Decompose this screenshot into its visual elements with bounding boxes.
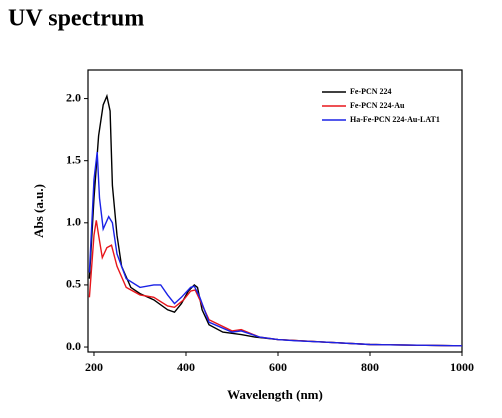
y-tick-label: 0.5 bbox=[66, 277, 81, 291]
page-title: UV spectrum bbox=[8, 6, 144, 32]
x-tick-label: 200 bbox=[85, 360, 103, 374]
y-tick-label: 2.0 bbox=[66, 90, 81, 104]
legend-label: Fe-PCN 224 bbox=[350, 87, 392, 96]
x-axis-label: Wavelength (nm) bbox=[227, 387, 323, 402]
x-tick-label: 1000 bbox=[450, 360, 474, 374]
x-tick-label: 400 bbox=[177, 360, 195, 374]
y-tick-label: 0.0 bbox=[66, 339, 81, 353]
legend-label: Fe-PCN 224-Au bbox=[350, 101, 405, 110]
series-line bbox=[88, 151, 463, 347]
y-tick-label: 1.0 bbox=[66, 215, 81, 229]
x-tick-label: 800 bbox=[361, 360, 379, 374]
series-line bbox=[88, 93, 463, 347]
legend-label: Ha-Fe-PCN 224-Au-LAT1 bbox=[350, 115, 440, 124]
y-axis-label: Abs (a.u.) bbox=[31, 184, 46, 238]
x-tick-label: 600 bbox=[269, 360, 287, 374]
y-tick-label: 1.5 bbox=[66, 152, 81, 166]
plot-frame bbox=[87, 69, 463, 353]
series-line bbox=[88, 220, 463, 347]
